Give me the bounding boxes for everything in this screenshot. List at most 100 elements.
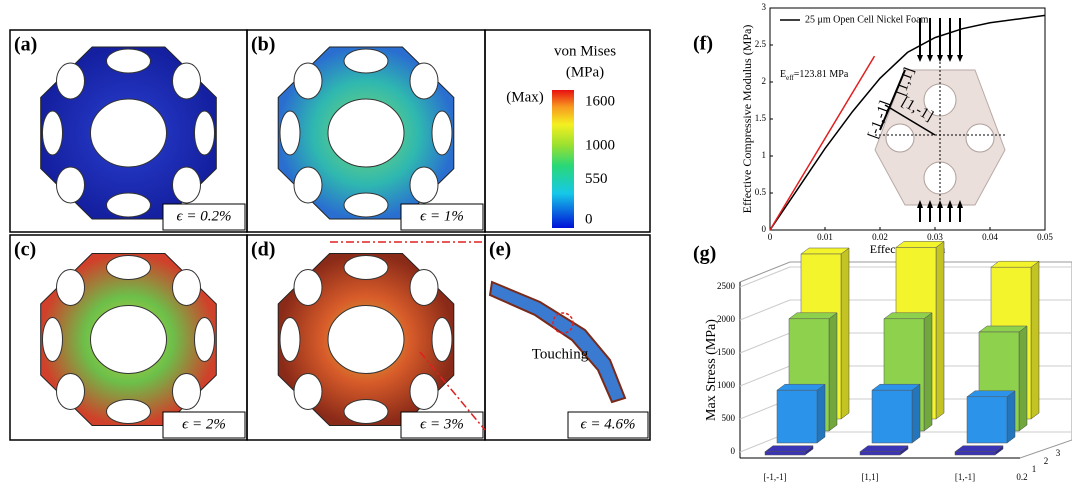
colorbar-tick-label: 1000 [585, 138, 615, 154]
y-tick-label: 500 [722, 413, 736, 423]
fea-hole [42, 110, 63, 156]
colorbar-title: (MPa) [566, 64, 604, 80]
bar-side [911, 383, 921, 444]
x-tick-label: [-1,-1] [763, 472, 786, 482]
y-tick-label: 3 [762, 2, 767, 12]
bar-top [788, 312, 838, 320]
fea-hole [343, 399, 389, 424]
bar [871, 383, 921, 444]
fea-hole [293, 269, 323, 306]
fea-hole [90, 98, 167, 168]
fea-hole [279, 110, 301, 156]
legend-label: 25 μm Open Cell Nickel Foam [805, 14, 929, 25]
fea-hole [343, 48, 389, 74]
grid-line [739, 332, 791, 354]
direction-line [884, 104, 936, 136]
bar-top [978, 325, 1028, 333]
fea-hole [106, 399, 151, 424]
grid-line [739, 365, 791, 387]
y-tick-label: 1 [762, 150, 767, 160]
x-tick-label: [1,1] [861, 472, 878, 482]
fea-hole [56, 166, 85, 204]
depth-tick-label: 1 [1032, 464, 1037, 474]
bar [859, 445, 909, 456]
fea-strut [488, 280, 627, 404]
fea-hole [106, 255, 151, 280]
bar [966, 390, 1016, 444]
fea-hole [90, 305, 167, 374]
y-axis-title: Effective Compressive Modulus (MPa) [740, 25, 754, 214]
bar-side [1006, 390, 1016, 444]
grid-line [739, 299, 791, 321]
arrow-head [957, 200, 963, 208]
bar-top [895, 241, 945, 248]
bar-side [1018, 325, 1028, 432]
bar-side [935, 240, 945, 420]
fea-hole [409, 373, 439, 410]
arrow-head [937, 55, 943, 62]
touch-marker [552, 312, 574, 334]
bar-top [954, 445, 1004, 452]
colorbar [552, 90, 574, 228]
chart-label: (f) [693, 33, 713, 55]
caption: ϵ = 2% [182, 416, 226, 432]
bar-front [776, 389, 818, 444]
caption-box [567, 411, 649, 439]
fea-hole [106, 192, 151, 218]
fea-hole [327, 305, 405, 374]
caption-box [400, 411, 484, 439]
bar-front [966, 396, 1008, 444]
zoom-line [419, 351, 486, 431]
line-series [769, 55, 876, 231]
colorbar-title: von Mises [554, 43, 616, 59]
fea-hole [42, 317, 63, 362]
inset-hole [965, 123, 995, 153]
bar-side [1030, 260, 1040, 420]
fea-hole [172, 269, 201, 306]
y-tick-label: 2000 [717, 314, 736, 324]
y-tick-label: 0 [731, 446, 736, 456]
fea-hole [293, 166, 323, 204]
caption: ϵ = 3% [420, 416, 464, 432]
panel-label: (a) [14, 34, 37, 56]
inset-cell [874, 69, 1006, 206]
y-tick-label: 2 [762, 76, 767, 86]
arrow-head [937, 200, 943, 208]
bar-front [764, 451, 806, 456]
bar-top [990, 260, 1040, 268]
depth-tick-label: 2 [1044, 456, 1049, 466]
colorbar-max: (Max) [506, 89, 544, 105]
x-tick-label: 0.01 [817, 232, 833, 242]
x-tick-label: 0.05 [1037, 232, 1053, 242]
caption: ϵ = 0.2% [177, 208, 232, 224]
panel-label: (e) [489, 239, 511, 261]
x-tick-label: [1,-1] [955, 472, 975, 482]
annotation-part: =123.81 MPa [794, 69, 849, 80]
bar-top [966, 390, 1016, 398]
y-tick-label: 0 [762, 224, 767, 234]
fea-hole [194, 110, 215, 156]
bar-side [828, 312, 838, 432]
caption-box [400, 203, 484, 231]
panel-label: (d) [251, 239, 275, 261]
fea-hole [279, 317, 301, 362]
colorbar-tick-label: 1600 [585, 93, 615, 109]
panel-label: (b) [251, 34, 275, 56]
bar-top [776, 383, 826, 391]
depth-tick-label: 0.2 [1016, 472, 1027, 482]
y-tick-label: 2.5 [755, 39, 767, 49]
bar-side [923, 312, 933, 432]
bar-top [764, 445, 814, 452]
y-axis-title: Max Stress (MPa) [704, 319, 719, 421]
annotation: Eeff=123.81 MPa [780, 69, 849, 81]
y-tick-label: 1.5 [755, 113, 767, 123]
fea-hole [172, 373, 201, 410]
arrow-head [947, 55, 953, 62]
bar-top [871, 383, 921, 391]
fea-hole [56, 373, 85, 410]
fea-hole [172, 62, 201, 100]
fea-hole [56, 269, 85, 306]
chart-label: (g) [693, 243, 716, 265]
y-tick-label: 0.5 [755, 187, 767, 197]
annotation-part: eff [786, 74, 794, 82]
